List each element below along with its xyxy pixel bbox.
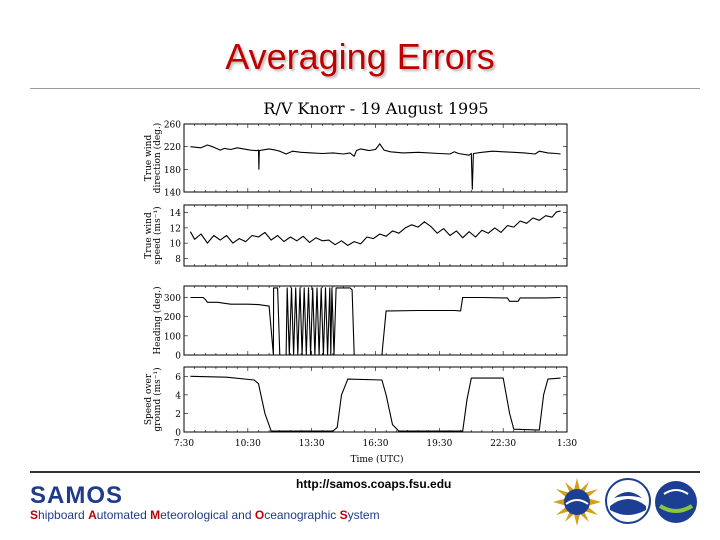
title-divider (30, 88, 700, 89)
x-tick-label: 16:30 (363, 439, 389, 449)
y-tick-label: 260 (164, 121, 181, 131)
nsf-logo (553, 478, 601, 526)
y-axis-label: True wind (144, 135, 154, 182)
y-tick-label: 220 (164, 143, 181, 153)
panel-frame (183, 366, 568, 433)
panel-wind-direction: 140 180 220 260 True wind direction (deg.) (144, 121, 568, 199)
tagline-initial: A (88, 508, 97, 522)
y-tick-label: 180 (164, 166, 181, 176)
x-tick-label: 10:30 (235, 439, 261, 449)
y-tick-label: 100 (164, 332, 181, 342)
tagline-word: ceanographic (264, 508, 340, 522)
tagline-word: eteorological and (160, 508, 255, 522)
x-tick-label: 19:30 (426, 439, 452, 449)
website-link[interactable]: http://samos.coaps.fsu.edu (296, 477, 452, 491)
tagline-word: hipboard (38, 508, 89, 522)
tagline-initial: O (254, 508, 265, 522)
coaps-logo (655, 481, 697, 523)
series-line-heading (190, 287, 561, 356)
series-line-wind-direction (190, 143, 561, 190)
y-tick-label: 0 (175, 352, 181, 362)
x-tick-label: 7:30 (174, 439, 194, 449)
y-axis-label: True wind (144, 212, 154, 259)
y-tick-label: 200 (164, 313, 181, 323)
y-axis-label: Heading (deg.) (152, 286, 163, 354)
x-axis-tick-labels: 7:30 10:30 13:30 16:30 19:30 22:30 1:30 (174, 439, 577, 449)
tagline-initial: S (339, 508, 348, 522)
y-axis-label: speed (ms⁻¹) (152, 206, 163, 264)
noaa-logo (605, 478, 651, 524)
y-tick-label: 6 (175, 373, 181, 383)
y-tick-label: 300 (164, 294, 181, 304)
y-axis-label: Speed over (144, 373, 154, 425)
series-line-wind-speed (189, 210, 561, 246)
tagline-word: utomated (96, 508, 151, 522)
samos-tagline: Shipboard Automated Meteorological and O… (30, 508, 380, 522)
y-tick-label: 0 (175, 429, 181, 439)
footer-divider (30, 471, 700, 473)
x-axis-label: Time (UTC) (350, 454, 403, 465)
slide-title: Averaging Errors (225, 36, 495, 77)
y-tick-label: 140 (164, 189, 181, 199)
y-tick-label: 8 (175, 255, 181, 265)
time-series-chart: R/V Knorr - 19 August 1995 140180220260T… (144, 99, 577, 465)
samos-logo: SAMOS (30, 482, 124, 509)
x-tick-label: 1:30 (557, 439, 577, 449)
y-tick-label: 2 (175, 410, 181, 420)
series-line-speed-over-ground (190, 375, 561, 432)
y-tick-label: 14 (170, 209, 182, 219)
tagline-initial: S (30, 508, 39, 522)
x-tick-label: 13:30 (299, 439, 325, 449)
x-tick-label: 22:30 (490, 439, 516, 449)
y-tick-label: 10 (170, 240, 182, 250)
y-axis-label: direction (deg.) (152, 123, 163, 194)
panel-frame (183, 204, 568, 267)
tagline-word: ystem (347, 508, 380, 522)
panel-frame (183, 123, 568, 193)
tagline-initial: M (150, 508, 161, 522)
y-tick-label: 12 (170, 224, 181, 234)
chart-title: R/V Knorr - 19 August 1995 (263, 99, 488, 118)
panel-speed-over-ground: 0 2 4 6 Speed over ground (ms⁻¹) (144, 366, 568, 439)
y-axis-label: ground (ms⁻¹) (152, 367, 163, 431)
panel-wind-speed: 8 10 12 14 True wind speed (ms⁻¹) (144, 204, 568, 267)
y-tick-label: 4 (175, 391, 181, 401)
panel-frame (183, 285, 568, 356)
